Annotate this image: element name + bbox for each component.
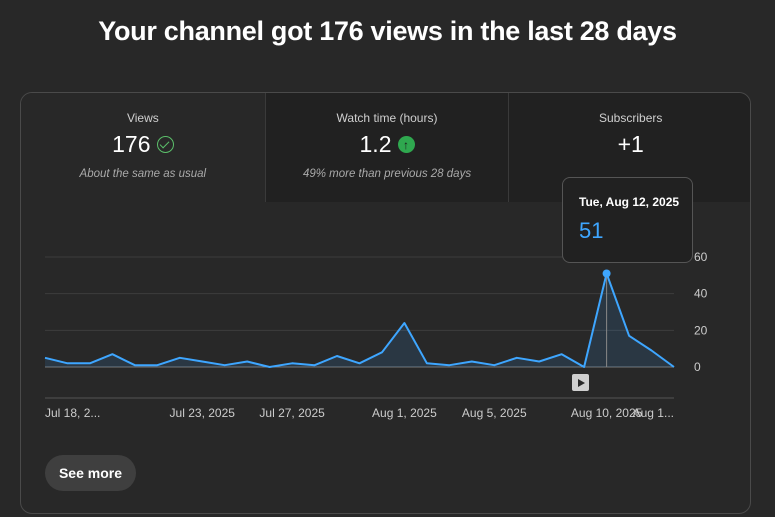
y-tick-label: 60 <box>694 250 708 264</box>
tab-views-value-row: 176 <box>21 131 265 158</box>
tab-subscribers-value: +1 <box>617 131 644 157</box>
tab-watch-time-label: Watch time (hours) <box>336 111 438 125</box>
tab-views-subtext: About the same as usual <box>79 168 207 180</box>
y-tick-label: 20 <box>694 323 708 337</box>
see-more-button[interactable]: See more <box>45 455 136 491</box>
tab-subscribers-value-row: +1 <box>509 131 750 158</box>
metric-tabs: Views 176 About the same as usual Watch … <box>21 93 750 202</box>
x-tick-label: Jul 18, 2... <box>45 406 100 420</box>
y-tick-label: 40 <box>694 287 708 301</box>
tab-views-value: 176 <box>112 131 151 157</box>
highlight-point <box>602 269 611 278</box>
tab-watch-time-value-row: 1.2 ↑ <box>266 131 509 158</box>
series-line <box>44 272 675 368</box>
tab-watch-time-subtext: 49% more than previous 28 days <box>302 168 472 180</box>
play-icon[interactable] <box>572 374 589 391</box>
tab-watch-time-value: 1.2 <box>359 131 392 157</box>
series-area <box>45 273 674 367</box>
page-headline: Your channel got 176 views in the last 2… <box>98 16 677 46</box>
x-tick-label: Jul 27, 2025 <box>259 406 325 420</box>
x-tick-label: Aug 10, 2025 <box>571 406 643 420</box>
x-tick-label: Jul 23, 2025 <box>170 406 236 420</box>
tab-views[interactable]: Views 176 About the same as usual <box>21 93 265 202</box>
tooltip-value: 51 <box>579 218 604 243</box>
tab-subscribers-label: Subscribers <box>599 111 663 125</box>
tab-views-label: Views <box>126 111 159 125</box>
tab-watch-time[interactable]: Watch time (hours) 1.2 ↑ 49% more than p… <box>264 93 509 202</box>
tooltip-date: Tue, Aug 12, 2025 <box>579 195 680 209</box>
arrow-up-circle-icon: ↑ <box>397 136 415 153</box>
x-tick-label: Aug 1... <box>633 406 674 420</box>
y-tick-label: 0 <box>694 360 701 374</box>
views-line-chart[interactable]: 0 20 40 60 Jul 18, 2... Jul 23, 2025 Jul 27, 2… <box>21 93 751 433</box>
stats-card: Views 176 About the same as usual Watch … <box>20 92 751 514</box>
x-tick-label: Aug 1, 2025 <box>372 406 437 420</box>
check-circle-icon <box>156 136 174 153</box>
chart-tooltip: Tue, Aug 12, 2025 51 <box>562 177 693 263</box>
x-tick-label: Aug 5, 2025 <box>462 406 527 420</box>
